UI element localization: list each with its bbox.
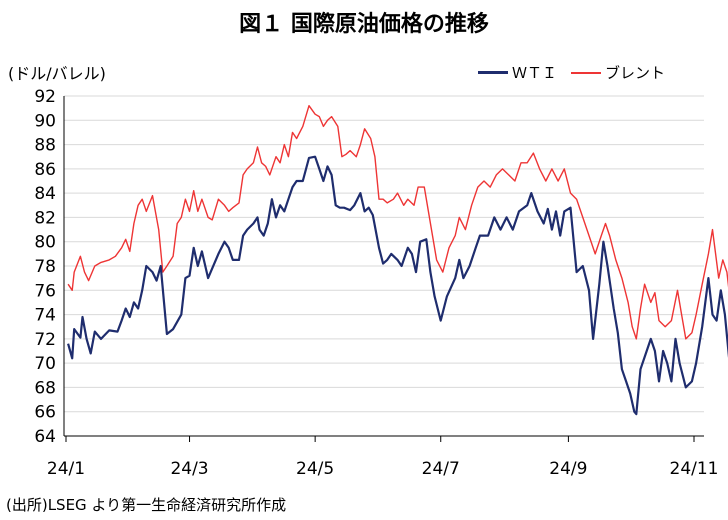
y-tick-label-84: 84 xyxy=(34,184,56,204)
y-tick-label-72: 72 xyxy=(34,330,56,350)
x-tick-label-2: 24/5 xyxy=(296,459,334,479)
legend: ＷＴＩ ブレント xyxy=(478,62,679,83)
y-tick-label-88: 88 xyxy=(34,136,56,156)
source-note: (出所)LSEG より第一生命経済研究所作成 xyxy=(6,496,287,514)
y-tick-label-82: 82 xyxy=(34,208,56,228)
y-tick-label-74: 74 xyxy=(34,306,56,326)
legend-item-wti: ＷＴＩ xyxy=(478,62,557,83)
x-tick-label-3: 24/7 xyxy=(422,459,460,479)
y-unit-label: (ドル/バレル) xyxy=(8,64,106,83)
y-tick-label-76: 76 xyxy=(34,281,56,301)
chart-title: 図１ 国際原油価格の推移 xyxy=(239,12,489,37)
y-tick-label-64: 64 xyxy=(34,427,56,447)
x-tick-label-0: 24/1 xyxy=(47,459,85,479)
legend-label-brent: ブレント xyxy=(605,64,666,82)
series-line-wti xyxy=(67,155,728,416)
y-tick-label-70: 70 xyxy=(34,354,56,374)
legend-swatch-brent xyxy=(571,71,602,74)
y-tick-label-80: 80 xyxy=(34,233,56,253)
legend-swatch-wti xyxy=(478,71,508,74)
y-tick-label-66: 66 xyxy=(34,403,56,423)
series-line-brent xyxy=(67,105,728,340)
y-tick-label-92: 92 xyxy=(34,87,56,107)
legend-label-wti: ＷＴＩ xyxy=(512,64,558,82)
y-tick-label-86: 86 xyxy=(34,160,56,180)
y-tick-label-78: 78 xyxy=(34,257,56,277)
y-tick-label-68: 68 xyxy=(34,378,56,398)
x-tick-label-4: 24/9 xyxy=(549,459,587,479)
legend-item-brent: ブレント xyxy=(571,62,665,83)
x-tick-label-5: 24/11 xyxy=(670,459,719,479)
x-tick-label-1: 24/3 xyxy=(170,459,208,479)
y-tick-label-90: 90 xyxy=(34,111,56,131)
